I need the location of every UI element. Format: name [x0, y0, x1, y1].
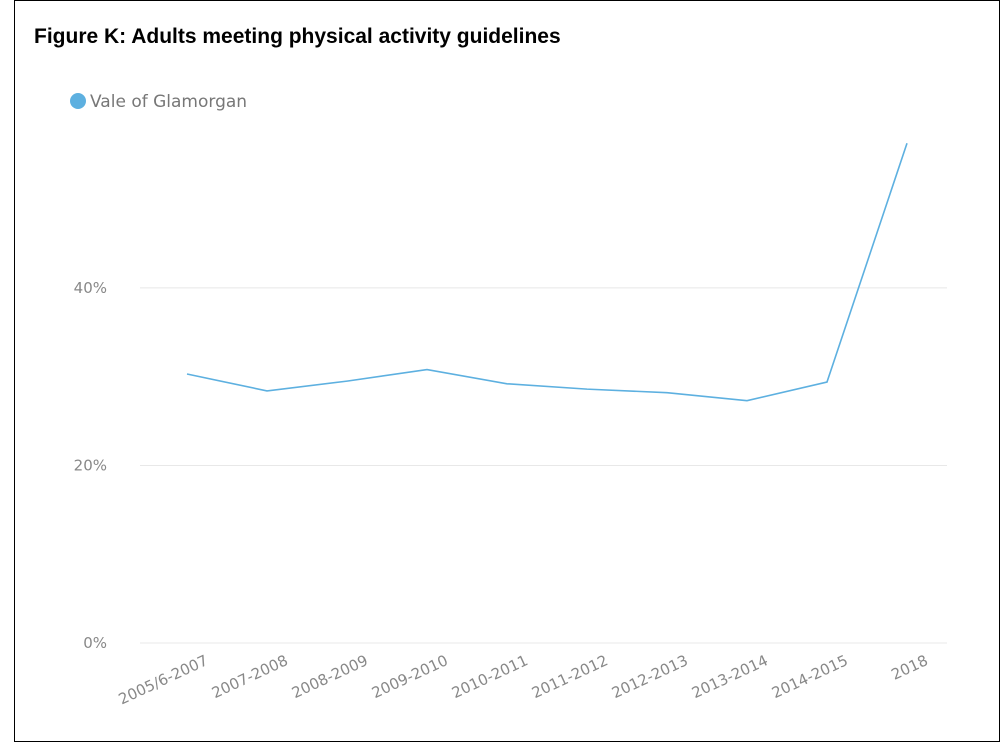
chart-title: Figure K: Adults meeting physical activi…: [34, 25, 561, 48]
line: [186, 142, 908, 402]
legend-label: Vale of Glamorgan: [90, 92, 247, 112]
y-tick-label: 40%: [74, 279, 107, 297]
y-tick-label: 20%: [74, 456, 107, 474]
frame: [14, 0, 1000, 742]
legend-marker: [70, 93, 86, 109]
y-tick-label: 0%: [83, 634, 107, 652]
